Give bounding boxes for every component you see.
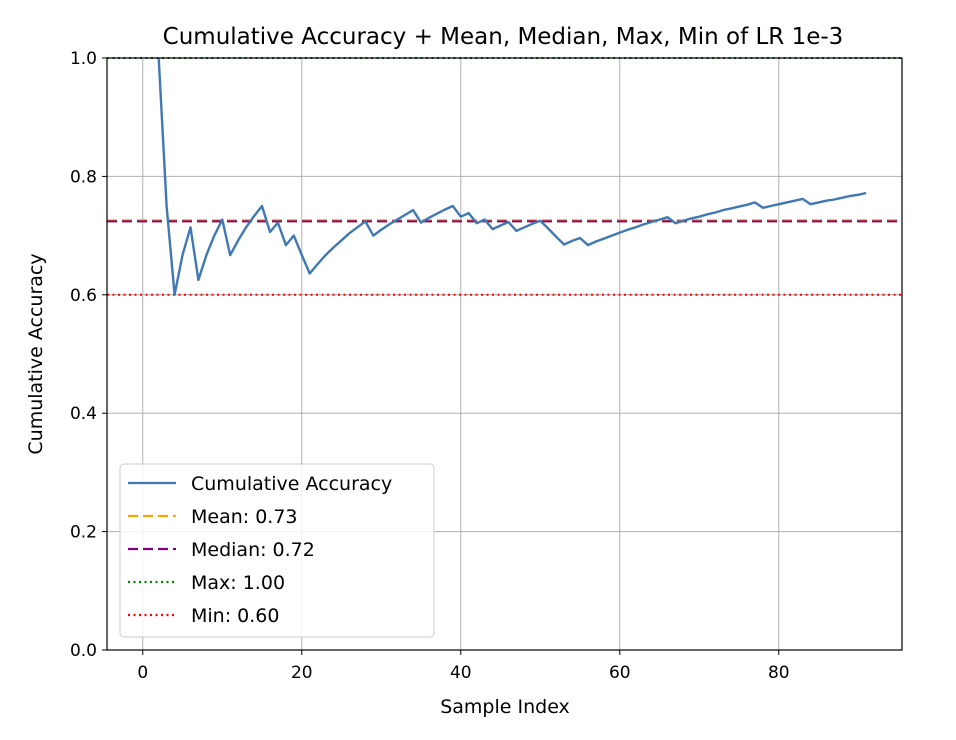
x-tick-label: 80 — [768, 663, 790, 683]
y-tick-label: 0.0 — [70, 641, 97, 661]
legend-box — [119, 463, 435, 638]
x-tick-label: 20 — [291, 663, 313, 683]
axis-ticks: 0 20 40 60 80 0.0 0.2 0.4 0.6 0.8 1.0 — [70, 49, 790, 683]
y-tick-label: 0.6 — [70, 286, 97, 306]
x-tick-label: 0 — [137, 663, 148, 683]
y-tick-label: 0.4 — [70, 404, 97, 424]
legend-label: Cumulative Accuracy — [191, 473, 392, 495]
legend-label: Mean: 0.73 — [191, 506, 298, 528]
legend-label: Median: 0.72 — [191, 539, 315, 561]
plot-area — [157, 57, 867, 296]
y-tick-label: 0.2 — [70, 523, 97, 543]
accuracy-line — [157, 57, 867, 296]
y-tick-label: 0.8 — [70, 167, 97, 187]
legend: Cumulative Accuracy Mean: 0.73 Median: 0.7… — [119, 463, 435, 638]
x-tick-label: 40 — [450, 663, 472, 683]
y-axis-label: Cumulative Accuracy — [25, 253, 47, 454]
plot-frame — [106, 57, 903, 651]
legend-label: Min: 0.60 — [191, 605, 279, 627]
chart-title: Cumulative Accuracy + Mean, Median, Max,… — [163, 24, 844, 50]
x-axis-label: Sample Index — [440, 696, 570, 718]
legend-label: Max: 1.00 — [191, 572, 285, 594]
y-tick-label: 1.0 — [70, 49, 97, 69]
x-tick-label: 60 — [609, 663, 631, 683]
